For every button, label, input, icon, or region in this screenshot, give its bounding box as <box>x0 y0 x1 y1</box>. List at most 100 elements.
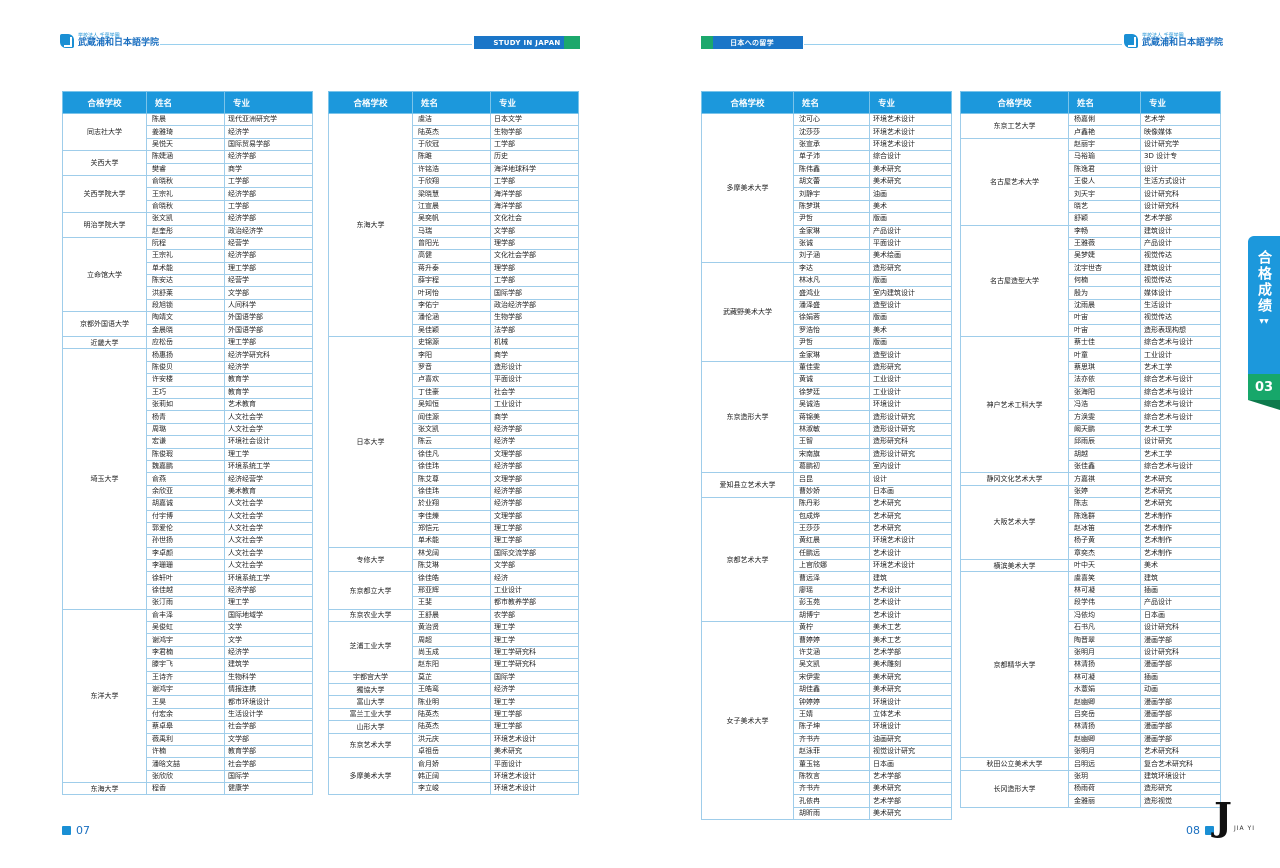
major-name: 农学部 <box>490 608 579 623</box>
student-name: 刘子涵 <box>793 249 870 263</box>
japan-study-tag: 日本への留学 <box>701 36 803 49</box>
table-row: 潘晗文喆 社会学部 <box>63 757 313 771</box>
table-row: 孔依冉 艺术学部 <box>702 794 952 808</box>
major-name: 漫画学部 <box>1140 720 1221 734</box>
major-name: 社会学部 <box>224 720 313 734</box>
student-name: 陈子坤 <box>793 720 870 734</box>
major-name: 造形设计研究 <box>869 422 952 437</box>
table-row: 陈伟鑫 美术研究 <box>702 162 952 176</box>
major-name: 产品设计 <box>1140 596 1221 610</box>
major-name: 经济学 <box>490 435 579 449</box>
square-icon <box>62 826 71 835</box>
table-row: 何楠 视觉传达 <box>961 274 1221 288</box>
table-row: 周超 理工学 <box>329 633 579 647</box>
student-name: 李达 <box>793 261 870 276</box>
student-name: 王昊 <box>146 695 225 709</box>
table-row: 多摩美术大学 俞月娇 平面设计 <box>328 757 579 796</box>
table-row: 李卓颜 人文社会学 <box>63 546 313 561</box>
major-name: 教育学 <box>224 385 313 400</box>
major-name: 工学部 <box>224 174 313 189</box>
student-name: 许铭浩 <box>412 162 491 176</box>
table-row: 王诗齐 生物科学 <box>63 670 313 684</box>
table-row: 张欣欣 国际学 <box>63 769 313 784</box>
major-name: 文化社会 <box>490 212 579 226</box>
major-name: 建筑设计 <box>1140 261 1221 276</box>
student-name: 沈可心 <box>793 112 870 127</box>
table-row: 杨雨荷 造形研究 <box>961 782 1221 796</box>
student-name: 莫芷 <box>412 670 491 684</box>
school-name: 东京艺术大学 <box>328 732 413 759</box>
major-name: 经济学部 <box>224 212 313 226</box>
table-row: 吴悦天 国际贸易学部 <box>63 137 313 152</box>
major-name: 海洋学部 <box>490 199 579 214</box>
student-name: 曹妙娇 <box>793 484 870 499</box>
right-page: 日本への留学 学校法人 千葉学園 武蔵浦和日本語学院 08 <box>640 0 1280 868</box>
table-row: 曹远泽 建筑 <box>702 571 952 585</box>
table-row: 专修大学 林戈阔 国际交流学部 <box>328 546 579 573</box>
major-name: 版画 <box>869 311 952 325</box>
student-name: 俞月娇 <box>412 757 491 771</box>
table-row: 方涣雯 综合艺术与设计 <box>961 410 1221 424</box>
student-name: 俞燕 <box>146 472 225 486</box>
student-name: 赵幽卿 <box>1068 695 1141 709</box>
table-row: 石书凡 设计研究科 <box>961 620 1221 635</box>
major-name: 人文社会学 <box>224 546 313 561</box>
major-name: 生活设计学 <box>224 707 313 722</box>
page-number-left: 07 <box>62 824 90 837</box>
major-name: 理工学部 <box>490 707 579 722</box>
major-name: 生物科学 <box>224 670 313 684</box>
student-name: 徐佳凡 <box>412 447 491 461</box>
table-row: 杨子黄 艺术制作 <box>961 534 1221 548</box>
table-row: 樊睿 商学 <box>63 162 313 176</box>
student-name: 阎佳源 <box>412 410 491 424</box>
major-name: 美术研究 <box>869 782 952 796</box>
school-name: 爱知县立艺术大学 <box>701 472 794 499</box>
table-row: 陈艾琳 文学部 <box>329 559 579 573</box>
major-name: 环境系统工学 <box>224 571 313 585</box>
student-name: 许安楼 <box>146 373 225 387</box>
major-name: 经济学 <box>224 645 313 660</box>
table-row: 富兰工业大学 陆英杰 理工学部 <box>328 707 579 722</box>
table-row: 山形大学 陆英杰 理工学部 <box>328 720 579 734</box>
table-row: 邢亚辉 工业设计 <box>329 583 579 598</box>
table-row: 陈梦琪 美术 <box>702 199 952 214</box>
student-name: 齐书卉 <box>793 782 870 796</box>
major-name: 艺术研究 <box>1140 472 1221 486</box>
student-name: 卢鑫艳 <box>1068 125 1141 139</box>
student-name: 陈云 <box>412 435 491 449</box>
table-row: 卢鑫艳 映像媒体 <box>961 125 1221 139</box>
student-name: 王婧 <box>793 707 870 722</box>
major-name: 国际学 <box>490 670 579 684</box>
major-name: 人文社会学 <box>224 534 313 548</box>
major-name: 设计研究科 <box>1140 645 1221 660</box>
major-name: 动画 <box>1140 682 1221 697</box>
student-name: 黄诚 <box>793 373 870 387</box>
student-name: 段学伟 <box>1068 596 1141 610</box>
major-name: 都市环境设计 <box>224 695 313 709</box>
column-header-school: 合格学校 <box>960 91 1069 114</box>
column-header-school: 合格学校 <box>62 91 147 114</box>
table-row: 谢鸿宇 文学 <box>63 633 313 647</box>
major-name: 环境设计 <box>869 695 952 709</box>
table-row: 东京农业大学 王舒晨 农学部 <box>328 608 579 623</box>
student-name: 李佑宁 <box>412 298 491 313</box>
major-name: 版画 <box>869 274 952 288</box>
major-name: 工学部 <box>490 137 579 152</box>
student-name: 陈雎 <box>412 150 491 164</box>
student-name: 樊睿 <box>146 162 225 176</box>
study-in-japan-tag: STUDY IN JAPAN <box>474 36 580 49</box>
table-row: 东京都立大学 徐佳皓 经济 <box>328 571 579 610</box>
school-name: 东海大学 <box>62 782 147 796</box>
major-name: 教育学部 <box>224 744 313 759</box>
major-name: 文理学部 <box>490 472 579 486</box>
major-name: 视觉传达 <box>1140 249 1221 263</box>
major-name: 插画 <box>1140 583 1221 598</box>
major-name: 产品设计 <box>869 224 952 238</box>
student-name: 虞洁 <box>412 112 491 127</box>
major-name: 环境设计 <box>869 720 952 734</box>
table-row: 叶童 工业设计 <box>961 348 1221 362</box>
student-name: 胡昕雨 <box>793 806 870 821</box>
major-name: 理工学 <box>224 596 313 610</box>
school-name: 名古屋造型大学 <box>960 224 1069 338</box>
major-name: 经济学部 <box>490 422 579 437</box>
